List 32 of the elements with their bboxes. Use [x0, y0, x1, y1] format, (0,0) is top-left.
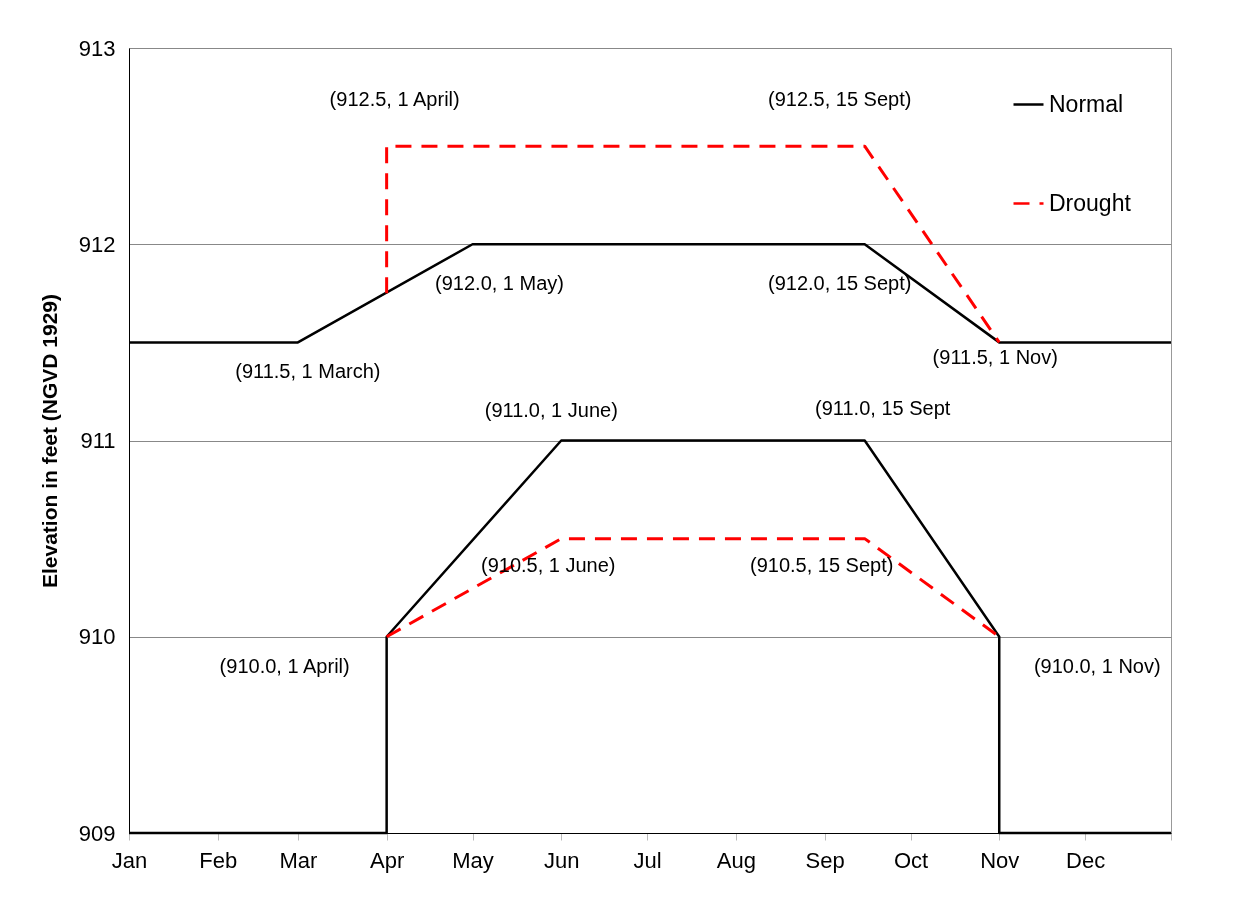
- y-tick-label: 912: [78, 231, 116, 257]
- y-tick-label: 913: [78, 35, 116, 61]
- y-axis-title: Elevation in feet (NGVD 1929): [37, 293, 61, 589]
- x-tick-label: May: [452, 847, 494, 873]
- x-tick-label: Jul: [633, 847, 662, 873]
- y-tick-label: 910: [78, 624, 116, 650]
- annotation: (911.5, 1 March): [235, 360, 381, 383]
- annotation: (911.5, 1 Nov): [932, 346, 1058, 369]
- x-tick-label: Feb: [199, 847, 238, 873]
- annotation: (910.5, 1 June): [480, 553, 616, 576]
- annotation: (911.0, 15 Sept: [815, 396, 951, 419]
- annotation: (912.0, 15 Sept): [767, 272, 912, 295]
- x-tick-label: Aug: [716, 847, 756, 873]
- x-tick-label: Dec: [1066, 847, 1106, 873]
- annotation: (910.5, 15 Sept): [749, 553, 894, 576]
- x-tick-label: Jun: [544, 847, 580, 873]
- x-tick-label: Oct: [893, 847, 929, 873]
- x-tick-label: Apr: [370, 847, 405, 873]
- annotation: (910.0, 1 Nov): [1033, 654, 1161, 677]
- y-tick-label: 909: [78, 820, 116, 846]
- x-tick-label: Nov: [980, 847, 1020, 873]
- x-tick-label: Jan: [111, 847, 148, 873]
- x-tick-label: Mar: [279, 847, 318, 873]
- annotation: (912.5, 15 Sept): [767, 88, 912, 111]
- y-tick-label: 911: [80, 428, 116, 453]
- legend-label: Drought: [1049, 189, 1132, 216]
- annotation: (911.0, 1 June): [484, 398, 618, 421]
- x-tick-label: Sep: [805, 847, 845, 873]
- annotation: (912.5, 1 April): [329, 88, 460, 111]
- annotation: (912.0, 1 May): [435, 272, 564, 295]
- annotation: (910.0, 1 April): [219, 654, 350, 677]
- legend-label: Normal: [1049, 90, 1124, 117]
